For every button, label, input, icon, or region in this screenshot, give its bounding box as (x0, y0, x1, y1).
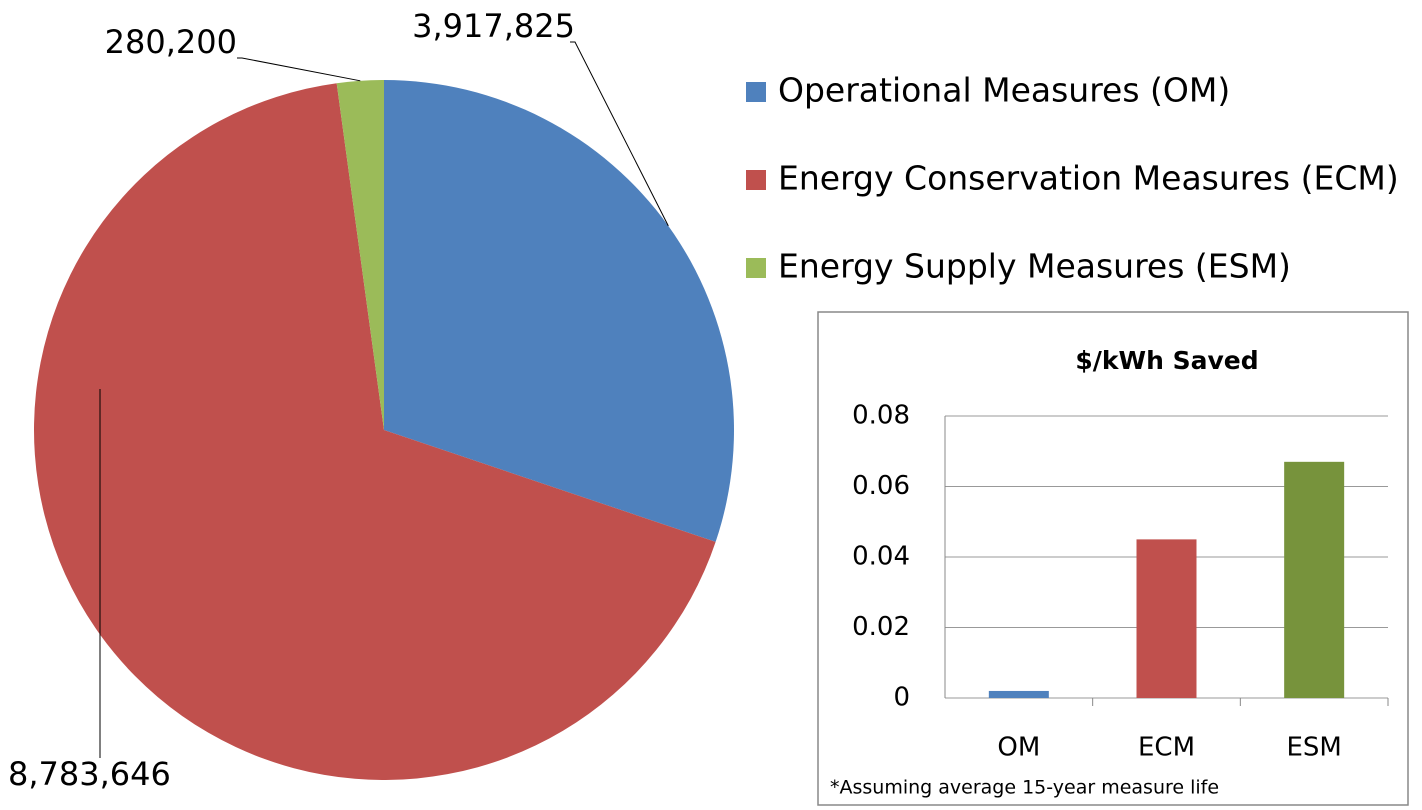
x-tick-label: ESM (1286, 733, 1341, 763)
pie-slice (34, 83, 716, 780)
leader-line (570, 41, 669, 227)
data-label: 3,917,825 (412, 7, 575, 45)
pie-slice (336, 80, 384, 430)
y-tick-label: 0.08 (852, 401, 910, 431)
bar (1136, 539, 1197, 698)
pie-slice (384, 80, 734, 542)
legend-label: Energy Conservation Measures (ECM) (778, 159, 1399, 198)
legend-swatch (746, 170, 766, 190)
x-tick-label: ECM (1138, 733, 1195, 763)
x-tick-label: OM (997, 733, 1040, 763)
data-label: 280,200 (105, 23, 237, 61)
legend-swatch (746, 82, 766, 102)
y-tick-label: 0.02 (852, 612, 910, 642)
y-tick-label: 0.06 (852, 471, 910, 501)
data-label: 8,783,646 (8, 755, 171, 793)
footnote: *Assuming average 15-year measure life (830, 777, 1219, 799)
leader-line (237, 57, 361, 82)
bar (988, 690, 1049, 698)
y-tick-label: 0 (893, 683, 910, 713)
y-tick-label: 0.04 (852, 542, 910, 572)
inset-title: $/kWh Saved (1075, 346, 1258, 375)
legend-swatch (746, 258, 766, 278)
legend-label: Energy Supply Measures (ESM) (778, 247, 1291, 286)
bar (1284, 461, 1345, 698)
legend-label: Operational Measures (OM) (778, 71, 1230, 110)
